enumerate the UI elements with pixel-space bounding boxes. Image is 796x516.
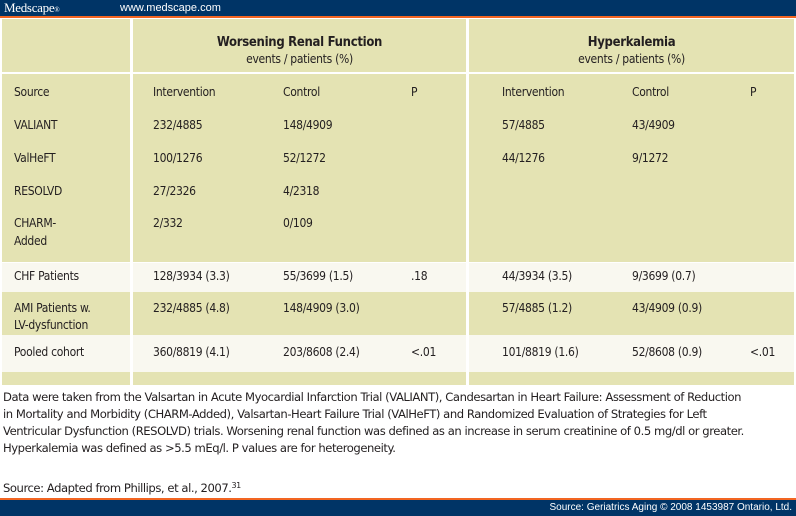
footnote-line-2: in Mortality and Morbidity (CHARM-Added)… bbox=[3, 407, 707, 421]
col-header-hk-intervention: Intervention bbox=[502, 85, 565, 99]
row-valheft-source: ValHeFT bbox=[14, 151, 56, 165]
footnote-line-1: Data were taken from the Valsartan in Ac… bbox=[3, 390, 742, 404]
registered-mark: ® bbox=[54, 6, 60, 14]
hk-column-block bbox=[469, 74, 794, 262]
footnote-line-4: Hyperkalemia was defined as >5.5 mEq/l. … bbox=[3, 441, 396, 455]
orange-divider-top bbox=[0, 16, 796, 18]
ami-row-wrf-bg bbox=[133, 292, 466, 335]
copyright-credit: Source: Geriatrics Aging © 2008 1453987 … bbox=[549, 502, 792, 513]
row-resolvd-wrf-intervention: 27/2326 bbox=[153, 184, 196, 198]
row-ami-hk-control: 43/4909 (0.9) bbox=[632, 301, 702, 315]
site-url-link[interactable]: www.medscape.com bbox=[120, 2, 221, 14]
row-valheft-hk-intervention: 44/1276 bbox=[502, 151, 545, 165]
row-resolvd-source: RESOLVD bbox=[14, 184, 62, 198]
orange-divider-bottom bbox=[0, 498, 796, 500]
bottom-strip-wrf bbox=[133, 372, 466, 385]
row-chf-wrf-p: .18 bbox=[411, 269, 428, 283]
row-chf-hk-intervention: 44/3934 (3.5) bbox=[502, 269, 572, 283]
logo-text: Medscape bbox=[4, 0, 55, 15]
row-valheft-wrf-control: 52/1272 bbox=[283, 151, 326, 165]
wrf-group-subtitle: events / patients (%) bbox=[246, 52, 353, 66]
bottom-strip-source bbox=[2, 372, 130, 385]
col-header-hk-control: Control bbox=[632, 85, 669, 99]
col-header-wrf-p: P bbox=[411, 85, 418, 99]
row-charm-wrf-intervention: 2/332 bbox=[153, 216, 183, 230]
medscape-logo[interactable]: Medscape® bbox=[4, 0, 60, 18]
row-valheft-hk-control: 9/1272 bbox=[632, 151, 669, 165]
row-valiant-hk-intervention: 57/4885 bbox=[502, 118, 545, 132]
ami-row-hk-bg bbox=[469, 292, 794, 335]
col-header-hk-p: P bbox=[750, 85, 757, 99]
row-charm-wrf-control: 0/109 bbox=[283, 216, 313, 230]
row-valiant-wrf-control: 148/4909 bbox=[283, 118, 333, 132]
reference-number: 31 bbox=[231, 481, 241, 490]
header-cell-hyperkalemia: Hyperkalemia events / patients (%) bbox=[469, 19, 794, 72]
chf-row-source-bg bbox=[2, 263, 130, 292]
row-pooled-source: Pooled cohort bbox=[14, 345, 84, 359]
pooled-row-source-bg bbox=[2, 335, 130, 372]
row-valiant-hk-control: 43/4909 bbox=[632, 118, 675, 132]
row-pooled-wrf-p: <.01 bbox=[411, 345, 437, 359]
footnote-line-3: Ventricular Dysfunction (RESOLVD) trials… bbox=[3, 424, 744, 438]
pooled-row-hk-bg bbox=[469, 335, 794, 372]
chf-row-wrf-bg bbox=[133, 263, 466, 292]
row-ami-wrf-intervention: 232/4885 (4.8) bbox=[153, 301, 230, 315]
header-cell-empty bbox=[2, 19, 130, 72]
table-footnote: Data were taken from the Valsartan in Ac… bbox=[3, 389, 793, 457]
row-ami-wrf-control: 148/4909 (3.0) bbox=[283, 301, 360, 315]
source-column-block bbox=[2, 74, 130, 262]
row-charm-source-line2: Added bbox=[14, 234, 47, 248]
row-pooled-wrf-intervention: 360/8819 (4.1) bbox=[153, 345, 230, 359]
ami-row-source-bg bbox=[2, 292, 130, 335]
row-pooled-hk-p: <.01 bbox=[750, 345, 776, 359]
row-valheft-wrf-intervention: 100/1276 bbox=[153, 151, 203, 165]
row-ami-source-line1: AMI Patients w. bbox=[14, 301, 91, 315]
source-citation: Source: Adapted from Phillips, et al., 2… bbox=[3, 477, 241, 497]
row-resolvd-wrf-control: 4/2318 bbox=[283, 184, 320, 198]
top-banner: Medscape® www.medscape.com bbox=[0, 0, 796, 16]
chf-row-hk-bg bbox=[469, 263, 794, 292]
col-header-wrf-control: Control bbox=[283, 85, 320, 99]
pooled-row-wrf-bg bbox=[133, 335, 466, 372]
row-charm-source-line1: CHARM- bbox=[14, 216, 56, 230]
bottom-banner: Source: Geriatrics Aging © 2008 1453987 … bbox=[0, 500, 796, 516]
row-valiant-source: VALIANT bbox=[14, 118, 58, 132]
row-chf-wrf-intervention: 128/3934 (3.3) bbox=[153, 269, 230, 283]
row-ami-source-line2: LV-dysfunction bbox=[14, 318, 89, 332]
bottom-strip-hk bbox=[469, 372, 794, 385]
wrf-group-title: Worsening Renal Function bbox=[216, 35, 383, 50]
row-pooled-hk-control: 52/8608 (0.9) bbox=[632, 345, 702, 359]
row-valiant-wrf-intervention: 232/4885 bbox=[153, 118, 203, 132]
hk-group-subtitle: events / patients (%) bbox=[578, 52, 685, 66]
col-header-source: Source bbox=[14, 85, 50, 99]
source-citation-text: Source: Adapted from Phillips, et al., 2… bbox=[3, 481, 232, 495]
row-ami-hk-intervention: 57/4885 (1.2) bbox=[502, 301, 572, 315]
row-pooled-hk-intervention: 101/8819 (1.6) bbox=[502, 345, 579, 359]
hk-group-title: Hyperkalemia bbox=[587, 35, 676, 50]
wrf-column-block bbox=[133, 74, 466, 262]
row-chf-hk-control: 9/3699 (0.7) bbox=[632, 269, 696, 283]
col-header-wrf-intervention: Intervention bbox=[153, 85, 216, 99]
row-chf-wrf-control: 55/3699 (1.5) bbox=[283, 269, 353, 283]
row-pooled-wrf-control: 203/8608 (2.4) bbox=[283, 345, 360, 359]
header-cell-wrf: Worsening Renal Function events / patien… bbox=[133, 19, 466, 72]
results-table: Worsening Renal Function events / patien… bbox=[0, 18, 796, 388]
row-chf-source: CHF Patients bbox=[14, 269, 79, 283]
